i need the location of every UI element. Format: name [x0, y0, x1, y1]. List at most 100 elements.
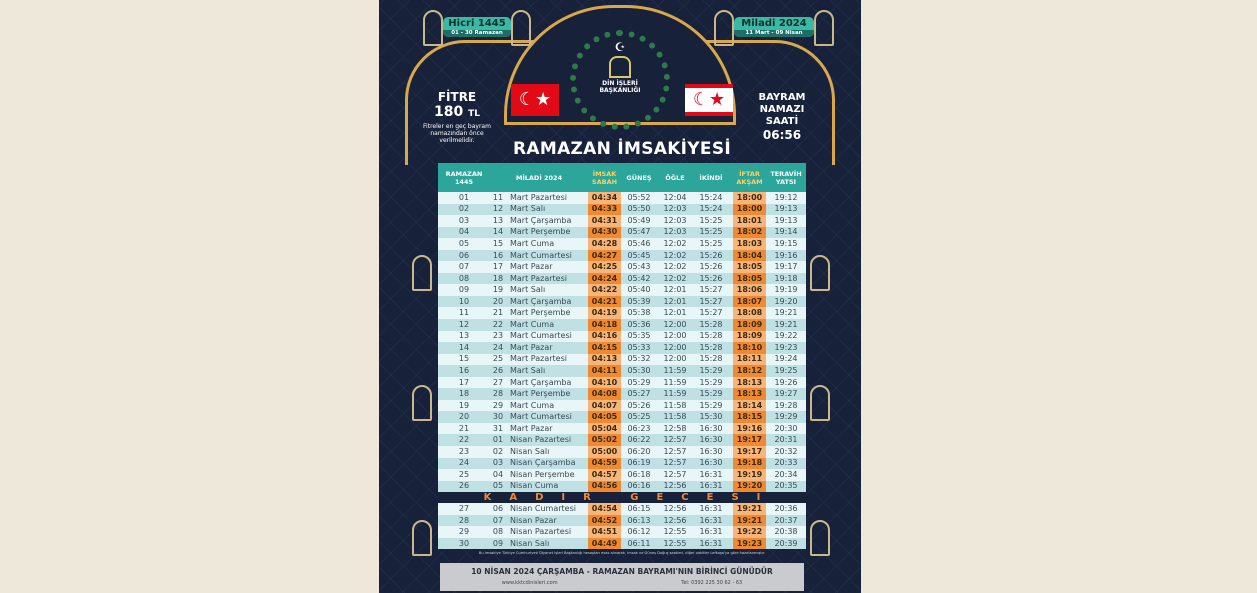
ramazan-day: 18 [458, 389, 470, 399]
teravih-time: 19:12 [774, 192, 798, 202]
miladi-day: 24 [492, 342, 504, 352]
ramazan-day: 27 [458, 503, 470, 513]
ikindi-time: 16:31 [699, 527, 723, 537]
gunes-time: 05:30 [627, 365, 651, 375]
ogle-time: 12:57 [663, 458, 687, 468]
ogle-time: 12:55 [663, 527, 687, 537]
ramazan-day: 12 [458, 319, 470, 329]
ogle-time: 11:58 [663, 412, 687, 422]
bayram-banner: 10 NİSAN 2024 ÇARŞAMBA - RAMAZAN BAYRAMI… [440, 563, 804, 591]
table-row: 03 13 Mart Çarşamba 04:31 05:49 12:03 15:25 18:… [438, 215, 806, 227]
imsak-time: 04:13 [588, 353, 621, 366]
ikindi-time: 15:26 [699, 262, 723, 272]
table-row: 15 25 Mart Pazartesi 04:13 05:32 12:00 15:28 18… [438, 353, 806, 366]
miladi-day: 11 [492, 192, 504, 202]
imsak-time: 04:54 [588, 503, 621, 515]
ogle-time: 12:00 [663, 331, 687, 341]
imsak-time: 04:16 [588, 330, 621, 343]
table-row: 10 20 Mart Çarşamba 04:21 05:39 12:01 15:27 18:… [438, 295, 806, 308]
ogle-time: 12:02 [663, 273, 687, 283]
table-row: 19 29 Mart Cuma 04:07 05:26 11:58 15:29 18:14 19… [438, 399, 806, 412]
teravih-time: 19:25 [774, 365, 798, 375]
miladi-weekday: Mart Pazar [510, 342, 553, 352]
teravih-time: 19:26 [774, 377, 798, 387]
miladi-day: 28 [492, 389, 504, 399]
imsak-time: 04:18 [588, 319, 621, 331]
gunes-time: 06:22 [627, 435, 651, 445]
teravih-time: 19:13 [774, 215, 798, 225]
miladi-day: 20 [492, 296, 504, 306]
imsak-time: 04:07 [588, 399, 621, 412]
miladi-weekday: Mart Çarşamba [510, 296, 572, 306]
table-row: 08 18 Mart Pazartesi 04:24 05:42 12:02 15:26 18… [438, 272, 806, 285]
teravih-time: 20:33 [774, 458, 798, 468]
miladi-day: 21 [492, 308, 504, 318]
ogle-time: 12:01 [663, 285, 687, 295]
teravih-time: 19:23 [774, 342, 798, 352]
phone-number: Tel: 0392 225 30 62 - 63 [681, 580, 743, 586]
gunes-time: 05:25 [627, 412, 651, 422]
table-row: 01 11 Mart Pazartesi 04:34 05:52 12:04 15:24 18… [438, 192, 806, 204]
gunes-time: 06:11 [627, 538, 651, 548]
ikindi-time: 15:29 [699, 400, 723, 410]
miladi-day: 25 [492, 354, 504, 364]
ogle-time: 11:58 [663, 400, 687, 410]
imsak-time: 04:52 [588, 514, 621, 527]
ramazan-day: 30 [458, 538, 470, 548]
lantern-icon [810, 520, 830, 556]
ramazan-day: 03 [458, 215, 470, 225]
ikindi-time: 15:28 [699, 354, 723, 364]
miladi-weekday: Mart Çarşamba [510, 377, 572, 387]
iftar-time: 18:00 [733, 203, 766, 216]
imsak-time: 04:51 [588, 526, 621, 538]
miladi-weekday: Mart Perşembe [510, 389, 571, 399]
teravih-time: 19:20 [774, 296, 798, 306]
ramazan-day: 11 [458, 308, 470, 318]
website-link[interactable]: www.kktcdinisleri.com [501, 580, 558, 586]
ramazan-day: 22 [458, 435, 470, 445]
table-row: 07 17 Mart Pazar 04:25 05:43 12:02 15:26 18:05 1… [438, 261, 806, 273]
teravih-time: 19:21 [774, 319, 798, 329]
imsak-time: 04:27 [588, 249, 621, 262]
teravih-time: 20:36 [774, 503, 798, 513]
column-header: RAMAZAN 1445 [445, 169, 483, 186]
teravih-time: 19:24 [774, 354, 798, 364]
miladi-weekday: Mart Salı [510, 285, 546, 295]
gunes-time: 05:29 [627, 377, 651, 387]
lantern-icon [814, 10, 834, 46]
miladi-day: 18 [492, 273, 504, 283]
ramazan-day: 01 [458, 192, 470, 202]
gunes-time: 05:52 [627, 192, 651, 202]
ikindi-time: 15:27 [699, 308, 723, 318]
miladi-day: 22 [492, 319, 504, 329]
gunes-time: 05:27 [627, 389, 651, 399]
iftar-time: 18:11 [733, 353, 766, 366]
lantern-icon [423, 10, 443, 46]
imsak-time: 04:22 [588, 284, 621, 296]
imsak-time: 04:30 [588, 226, 621, 239]
lantern-icon [511, 10, 531, 46]
kadir-gecesi-band: KADİR GECESİ [438, 492, 806, 504]
imsak-time: 04:11 [588, 365, 621, 377]
ikindi-time: 15:29 [699, 365, 723, 375]
table-row: 30 09 Nisan Salı 04:49 06:11 12:55 16:31 19:23 2… [438, 537, 806, 550]
ramazan-day: 05 [458, 238, 470, 248]
ogle-time: 12:01 [663, 308, 687, 318]
miladi-weekday: Mart Salı [510, 204, 546, 214]
iftar-time: 18:08 [733, 307, 766, 320]
iftar-time: 18:09 [733, 319, 766, 331]
ramazan-day: 24 [458, 458, 470, 468]
miladi-weekday: Mart Cumartesi [510, 412, 572, 422]
ramazan-day: 14 [458, 342, 470, 352]
gunes-time: 06:12 [627, 527, 651, 537]
ramazan-day: 26 [458, 481, 470, 491]
ramazan-day: 07 [458, 262, 470, 272]
iftar-time: 19:21 [733, 503, 766, 515]
table-header: RAMAZAN 1445 MİLADİ 2024 İMSAK SABAH GÜNEŞ Ö… [438, 163, 806, 192]
teravih-time: 20:34 [774, 469, 798, 479]
miladi-day: 31 [492, 423, 504, 433]
miladi-day: 09 [492, 538, 504, 548]
iftar-time: 18:04 [733, 249, 766, 262]
ramazan-day: 19 [458, 400, 470, 410]
ogle-time: 11:59 [663, 365, 687, 375]
